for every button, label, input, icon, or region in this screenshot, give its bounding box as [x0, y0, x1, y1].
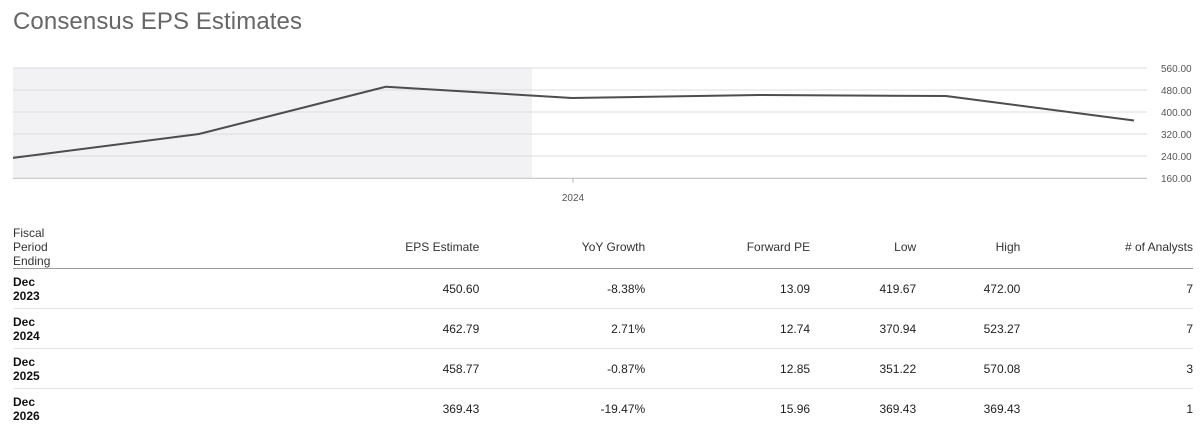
y-tick-label: 400.00: [1161, 108, 1192, 119]
eps-estimate-cell: 458.77: [50, 349, 479, 389]
fiscal-period-cell: Dec 2025: [13, 349, 50, 389]
header-eps-estimate[interactable]: EPS Estimate: [50, 226, 479, 269]
fiscal-period-cell: Dec 2024: [13, 309, 50, 349]
fiscal-period-cell: Dec 2023: [13, 269, 50, 309]
y-tick-label: 560.00: [1161, 64, 1192, 75]
analysts-cell: 7: [1020, 309, 1193, 349]
high-cell: 523.27: [916, 309, 1020, 349]
y-tick-label: 240.00: [1161, 152, 1192, 163]
high-cell: 472.00: [916, 269, 1020, 309]
table-row: Dec 2023 450.60 -8.38% 13.09 419.67 472.…: [13, 269, 1193, 309]
header-high[interactable]: High: [916, 226, 1020, 269]
fiscal-period-cell: Dec 2026: [13, 389, 50, 428]
historical-shade: [13, 68, 532, 178]
low-cell: 351.22: [810, 349, 916, 389]
forward-pe-cell: 13.09: [645, 269, 810, 309]
forward-pe-cell: 12.74: [645, 309, 810, 349]
header-low[interactable]: Low: [810, 226, 916, 269]
forward-pe-cell: 12.85: [645, 349, 810, 389]
low-cell: 370.94: [810, 309, 916, 349]
table-header-row: Fiscal Period Ending EPS Estimate YoY Gr…: [13, 226, 1193, 269]
y-tick-label: 480.00: [1161, 86, 1192, 97]
eps-estimates-table: Fiscal Period Ending EPS Estimate YoY Gr…: [13, 226, 1193, 428]
table-row: Dec 2026 369.43 -19.47% 15.96 369.43 369…: [13, 389, 1193, 428]
x-tick-label: 2024: [562, 193, 585, 204]
y-tick-label: 160.00: [1161, 174, 1192, 185]
yoy-growth-cell: 2.71%: [479, 309, 645, 349]
table-row: Dec 2025 458.77 -0.87% 12.85 351.22 570.…: [13, 349, 1193, 389]
header-analysts[interactable]: # of Analysts: [1020, 226, 1193, 269]
page-title: Consensus EPS Estimates: [13, 8, 302, 36]
analysts-cell: 7: [1020, 269, 1193, 309]
eps-line-chart: 560.00 480.00 400.00 320.00 240.00 160.00 2024: [0, 60, 1202, 210]
eps-estimate-cell: 462.79: [50, 309, 479, 349]
low-cell: 419.67: [810, 269, 916, 309]
analysts-cell: 3: [1020, 349, 1193, 389]
high-cell: 369.43: [916, 389, 1020, 428]
header-yoy-growth[interactable]: YoY Growth: [479, 226, 645, 269]
yoy-growth-cell: -19.47%: [479, 389, 645, 428]
yoy-growth-cell: -0.87%: [479, 349, 645, 389]
high-cell: 570.08: [916, 349, 1020, 389]
forward-pe-cell: 15.96: [645, 389, 810, 428]
eps-estimate-cell: 450.60: [50, 269, 479, 309]
y-tick-label: 320.00: [1161, 130, 1192, 141]
analysts-cell: 1: [1020, 389, 1193, 428]
low-cell: 369.43: [810, 389, 916, 428]
header-forward-pe[interactable]: Forward PE: [645, 226, 810, 269]
yoy-growth-cell: -8.38%: [479, 269, 645, 309]
table-row: Dec 2024 462.79 2.71% 12.74 370.94 523.2…: [13, 309, 1193, 349]
header-fiscal-period[interactable]: Fiscal Period Ending: [13, 226, 50, 269]
eps-estimate-cell: 369.43: [50, 389, 479, 428]
